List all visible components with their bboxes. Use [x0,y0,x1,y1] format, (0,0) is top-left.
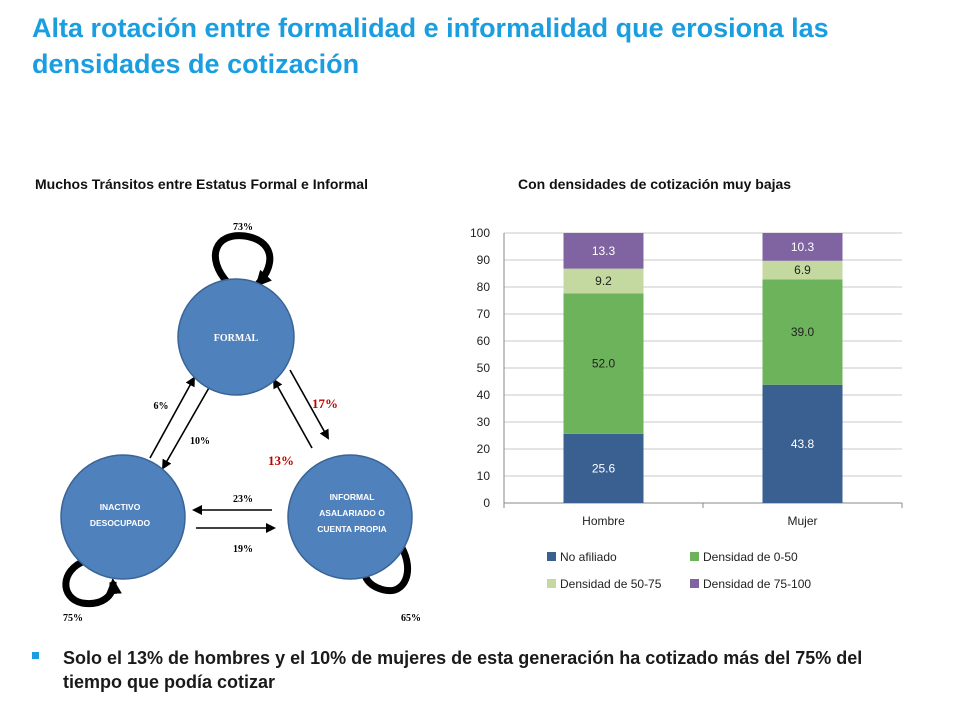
page-title: Alta rotación entre formalidad e informa… [32,13,829,79]
flow-label-formal-to-informal: 17% [312,396,338,411]
legend-label: Densidad de 0-50 [703,550,798,564]
inactive-node-label: DESOCUPADO [90,518,151,528]
informal-node-label: CUENTA PROPIA [317,524,386,534]
flow-label-inactive-stay: 75% [63,613,83,624]
y-tick-label: 50 [477,361,491,375]
data-label: 9.2 [595,274,612,288]
bullet-square-icon [32,652,39,659]
data-label: 25.6 [592,461,616,475]
flow-label-formal-to-inactive: 10% [190,436,210,447]
legend-label: Densidad de 50-75 [560,577,662,591]
bar-segment [563,293,644,434]
formal-node-label: FORMAL [214,333,259,344]
flow-label-informal-to-formal: 13% [268,453,294,468]
data-label: 13.3 [592,244,616,258]
y-tick-label: 60 [477,334,491,348]
flow-label-inactive-to-informal: 19% [233,544,253,555]
legend-swatch [547,579,556,588]
legend-swatch [547,552,556,561]
flow-label-inactive-to-formal: 6% [154,401,169,412]
flow-label-informal-stay: 65% [401,613,421,624]
informal-node-label: INFORMAL [330,492,375,502]
y-tick-label: 70 [477,307,491,321]
y-tick-label: 80 [477,280,491,294]
arrow-formal-to-inactive [162,385,211,470]
legend-label: No afiliado [560,550,617,564]
legend-swatch [690,579,699,588]
bar-segment [563,233,644,269]
data-label: 10.3 [791,240,815,254]
y-tick-label: 0 [483,496,490,510]
formal-node [177,278,295,396]
bar-segment [762,260,843,280]
y-tick-label: 100 [470,226,490,240]
arrow-inactive-to-formal [149,376,195,459]
flow-label-informal-to-inactive: 23% [233,494,253,505]
informal-self-loop-arrow [354,546,412,595]
y-tick-label: 90 [477,253,491,267]
legend-label: Densidad de 75-100 [703,577,811,591]
data-label: 43.8 [791,437,815,451]
informal-node [287,454,413,580]
inactive-node [60,454,186,580]
y-tick-label: 40 [477,388,491,402]
bar-segment [762,384,843,503]
arrow-informal-to-formal [273,378,313,449]
data-label: 52.0 [592,357,616,371]
data-label: 6.9 [794,263,811,277]
bar-segment [563,433,644,503]
legend-swatch [690,552,699,561]
flow-label-formal-stay: 73% [233,222,253,233]
data-label: 39.0 [791,325,815,339]
bar-segment [762,279,843,385]
bar-segment [563,268,644,294]
y-tick-label: 20 [477,442,491,456]
chart-subtitle: Con densidades de cotización muy bajas [518,176,792,192]
bar-segment [762,233,843,261]
arrow-formal-to-informal [289,369,329,440]
diagram-subtitle: Muchos Tránsitos entre Estatus Formal e … [35,176,368,192]
x-tick-label: Hombre [582,514,625,528]
bullet-text: Solo el 13% de hombres y el 10% de mujer… [63,648,863,692]
inactive-self-loop-arrow [62,557,122,608]
inactive-node-label: INACTIVO [100,502,141,512]
y-tick-label: 10 [477,469,491,483]
x-tick-label: Mujer [787,514,817,528]
formal-self-loop-arrow [211,232,274,287]
y-tick-label: 30 [477,415,491,429]
informal-node-label: ASALARIADO O [319,508,385,518]
